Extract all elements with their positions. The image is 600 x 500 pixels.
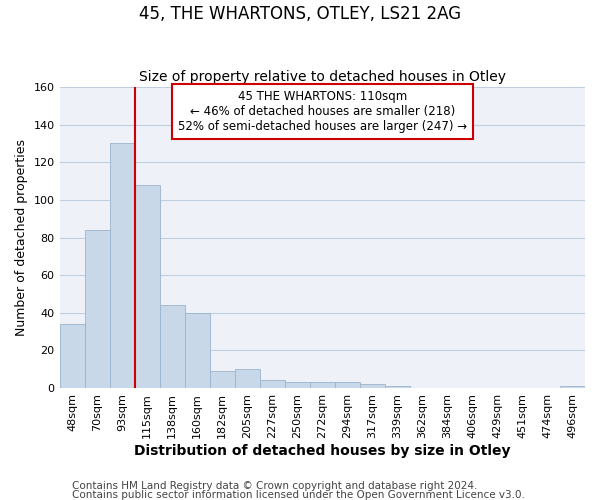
Bar	[260, 380, 285, 388]
Bar	[385, 386, 410, 388]
Text: Contains HM Land Registry data © Crown copyright and database right 2024.: Contains HM Land Registry data © Crown c…	[72, 481, 478, 491]
Bar	[209, 371, 235, 388]
Text: Contains public sector information licensed under the Open Government Licence v3: Contains public sector information licen…	[72, 490, 525, 500]
Bar	[160, 305, 185, 388]
Bar	[310, 382, 335, 388]
Bar	[85, 230, 110, 388]
Bar	[185, 312, 209, 388]
Bar	[360, 384, 385, 388]
Bar	[560, 386, 585, 388]
Y-axis label: Number of detached properties: Number of detached properties	[15, 139, 28, 336]
X-axis label: Distribution of detached houses by size in Otley: Distribution of detached houses by size …	[134, 444, 511, 458]
Bar	[335, 382, 360, 388]
Bar	[110, 144, 134, 388]
Bar	[285, 382, 310, 388]
Text: 45 THE WHARTONS: 110sqm
← 46% of detached houses are smaller (218)
52% of semi-d: 45 THE WHARTONS: 110sqm ← 46% of detache…	[178, 90, 467, 133]
Bar	[134, 185, 160, 388]
Bar	[59, 324, 85, 388]
Title: Size of property relative to detached houses in Otley: Size of property relative to detached ho…	[139, 70, 506, 85]
Text: 45, THE WHARTONS, OTLEY, LS21 2AG: 45, THE WHARTONS, OTLEY, LS21 2AG	[139, 5, 461, 23]
Bar	[235, 369, 260, 388]
